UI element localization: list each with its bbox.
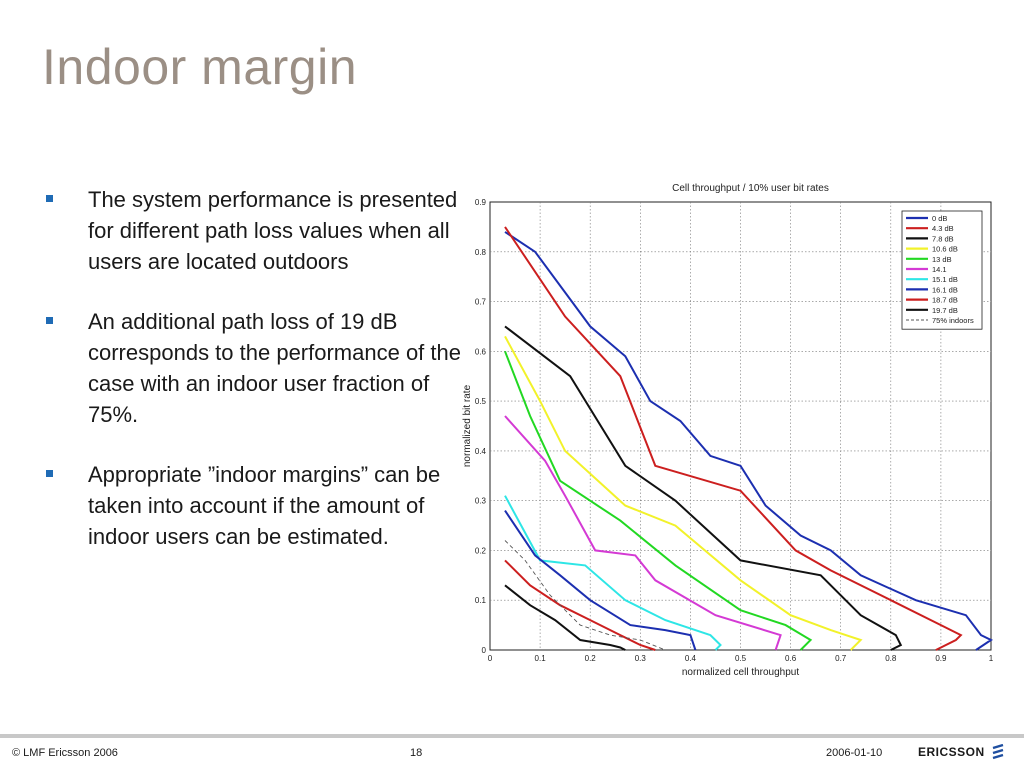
bullet-text: The system performance is presented for … [88, 187, 458, 274]
y-tick-label: 0.4 [475, 447, 487, 456]
legend-label: 18.7 dB [932, 296, 958, 305]
bullet-item: The system performance is presented for … [46, 184, 466, 277]
bullet-item: Appropriate ”indoor margins” can be take… [46, 459, 466, 552]
y-tick-label: 0.9 [475, 198, 487, 207]
y-tick-label: 0.8 [475, 248, 487, 257]
series-line [504, 350, 813, 651]
x-tick-label: 0.7 [835, 654, 847, 663]
y-tick-label: 0.6 [475, 347, 487, 356]
legend-label: 15.1 dB [932, 275, 958, 284]
legend-label: 10.6 dB [932, 245, 958, 254]
legend-label: 0 dB [932, 214, 947, 223]
series-line [504, 510, 697, 651]
bullet-text: Appropriate ”indoor margins” can be take… [88, 462, 441, 549]
square-bullet-icon [46, 470, 53, 477]
bullet-item: An additional path loss of 19 dB corresp… [46, 306, 466, 430]
footer-date: 2006-01-10 [826, 747, 883, 759]
square-bullet-icon [46, 195, 53, 202]
x-tick-label: 1 [989, 654, 994, 663]
series-line [504, 559, 656, 651]
square-bullet-icon [46, 317, 53, 324]
bullet-list: The system performance is presented for … [46, 184, 466, 581]
y-tick-label: 0.2 [475, 546, 487, 555]
x-tick-label: 0.4 [685, 654, 697, 663]
logo-text: ERICSSON [918, 745, 985, 759]
y-tick-label: 0.3 [475, 497, 487, 506]
bullet-text: An additional path loss of 19 dB corresp… [88, 309, 461, 427]
ericsson-logo-icon [992, 744, 1004, 760]
chart-title: Cell throughput / 10% user bit rates [672, 183, 829, 194]
throughput-chart: 0 0.1 0.2 0.3 0.4 0.5 0.6 0.7 0.8 0.9 1 0 0.1 0.2 0.3 0… [462, 183, 994, 678]
series-line [504, 226, 963, 651]
x-tick-label: 0.3 [635, 654, 647, 663]
x-tick-label: 0.1 [535, 654, 547, 663]
footer-divider [0, 734, 1024, 738]
legend-label: 14.1 [932, 265, 947, 274]
x-axis-label: normalized cell throughput [682, 667, 800, 678]
series-line [504, 335, 863, 651]
series-line [504, 231, 994, 651]
series-line [504, 415, 782, 651]
series-line [504, 540, 666, 651]
legend-label: 4.3 dB [932, 224, 954, 233]
x-tick-label: 0.6 [785, 654, 797, 663]
series-line [504, 325, 903, 651]
ericsson-logo: ERICSSON [918, 744, 1005, 760]
x-tick-label: 0 [488, 654, 493, 663]
x-tick-label: 0.8 [885, 654, 897, 663]
series-line [504, 495, 722, 651]
legend-label: 13 dB [932, 255, 952, 264]
legend-label: 16.1 dB [932, 285, 958, 294]
slide-title: Indoor margin [42, 39, 357, 95]
y-axis-label: normalized bit rate [462, 384, 473, 467]
legend-label: 19.7 dB [932, 306, 958, 315]
series-line [504, 584, 626, 651]
x-tick-label: 0.9 [935, 654, 947, 663]
y-tick-label: 0.1 [475, 596, 487, 605]
y-tick-label: 0.5 [475, 397, 487, 406]
legend-label: 75% indoors [932, 316, 974, 325]
x-tick-label: 0.2 [585, 654, 597, 663]
footer-page-number: 18 [410, 747, 423, 759]
legend-label: 7.8 dB [932, 234, 954, 243]
y-tick-label: 0.7 [475, 298, 487, 307]
footer-copyright: © LMF Ericsson 2006 [12, 747, 118, 759]
y-tick-label: 0 [482, 646, 487, 655]
x-tick-label: 0.5 [735, 654, 747, 663]
